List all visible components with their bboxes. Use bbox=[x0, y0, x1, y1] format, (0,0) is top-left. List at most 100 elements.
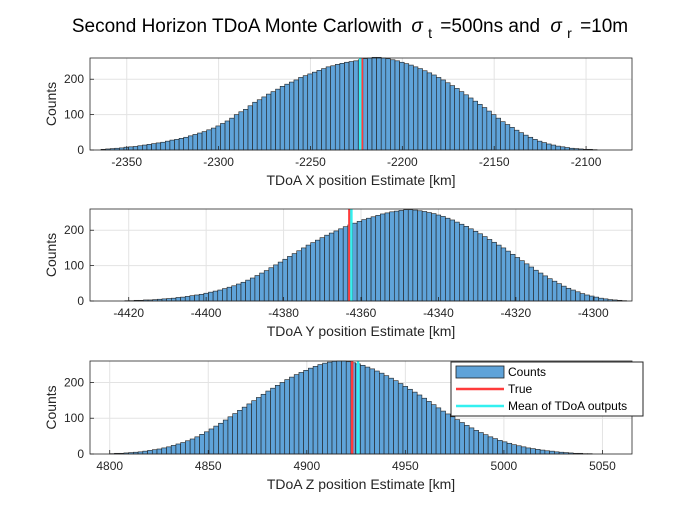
histogram-bar-y-44 bbox=[328, 232, 335, 302]
histogram-bar-z-70 bbox=[440, 410, 446, 455]
histogram-bar-x-23 bbox=[206, 129, 212, 151]
title-sigma-r: σ bbox=[550, 16, 563, 37]
y-tick-label-y-0: 0 bbox=[77, 294, 84, 308]
histogram-bar-x-66 bbox=[403, 63, 410, 151]
histogram-bar-z-17 bbox=[189, 438, 196, 455]
histogram-bar-y-65 bbox=[426, 212, 432, 302]
histogram-bar-y-62 bbox=[412, 209, 418, 302]
histogram-bar-z-67 bbox=[426, 401, 432, 455]
x-tick-label-y-1: -4400 bbox=[191, 306, 222, 320]
histogram-bar-y-32 bbox=[273, 264, 279, 302]
histogram-bar-z-42 bbox=[308, 367, 314, 455]
histogram-bar-z-35 bbox=[274, 385, 281, 455]
histogram-bar-y-10 bbox=[171, 297, 177, 302]
histogram-bar-x-68 bbox=[413, 66, 419, 151]
histogram-bar-x-31 bbox=[243, 109, 249, 151]
histogram-bar-y-75 bbox=[472, 230, 479, 302]
histogram-bar-x-36 bbox=[266, 93, 272, 151]
histogram-bar-x-14 bbox=[165, 140, 171, 151]
histogram-bar-x-71 bbox=[426, 72, 433, 151]
histogram-bar-z-19 bbox=[199, 434, 205, 455]
histogram-bar-x-43 bbox=[298, 77, 304, 151]
title-sigma-t-sub: t bbox=[428, 25, 432, 41]
histogram-bar-z-33 bbox=[265, 390, 271, 455]
histogram-bar-z-30 bbox=[251, 400, 257, 455]
histogram-bar-z-23 bbox=[218, 422, 224, 455]
x-tick-label-z-3: 4950 bbox=[392, 459, 419, 473]
histogram-bar-x-62 bbox=[385, 58, 391, 151]
x-tick-label-y-4: -4340 bbox=[423, 306, 454, 320]
histogram-bar-x-51 bbox=[334, 64, 341, 151]
histogram-bar-z-69 bbox=[435, 407, 442, 455]
histogram-bar-x-41 bbox=[289, 81, 295, 151]
histogram-bar-x-82 bbox=[477, 104, 483, 151]
histogram-bar-z-11 bbox=[161, 447, 167, 455]
x-axis-label-x: TDoA X position Estimate [km] bbox=[266, 172, 455, 188]
histogram-bar-z-48 bbox=[336, 360, 342, 455]
legend: Counts True Mean of TDoA outputs bbox=[450, 361, 644, 417]
histogram-bar-x-33 bbox=[252, 101, 258, 151]
histogram-bar-y-15 bbox=[194, 294, 200, 302]
histogram-bar-y-63 bbox=[417, 210, 423, 302]
histogram-bar-z-12 bbox=[166, 446, 172, 455]
legend-swatch-counts bbox=[455, 365, 505, 379]
histogram-bar-y-61 bbox=[407, 209, 414, 302]
histogram-bar-y-93 bbox=[556, 283, 562, 302]
histogram-bar-x-80 bbox=[468, 97, 474, 151]
histogram-bar-x-59 bbox=[371, 56, 377, 151]
histogram-bar-y-73 bbox=[463, 226, 469, 302]
y-tick-label-y-2: 200 bbox=[64, 223, 84, 237]
histogram-bar-z-58 bbox=[383, 375, 390, 455]
histogram-bar-z-8 bbox=[147, 450, 153, 455]
histogram-bar-x-88 bbox=[504, 124, 511, 151]
histogram-bar-x-89 bbox=[509, 127, 515, 151]
histogram-bar-x-5 bbox=[123, 146, 129, 151]
histogram-bar-x-58 bbox=[367, 57, 373, 151]
histogram-bar-x-18 bbox=[183, 136, 189, 151]
histogram-bar-y-20 bbox=[217, 289, 223, 302]
histogram-bar-z-21 bbox=[208, 428, 215, 455]
histogram-bar-z-13 bbox=[170, 445, 177, 455]
histogram-bar-z-31 bbox=[256, 397, 262, 455]
histogram-bar-y-60 bbox=[403, 209, 409, 302]
histogram-bar-y-11 bbox=[175, 297, 181, 302]
histogram-bar-x-67 bbox=[408, 64, 414, 151]
x-tick-label-y-0: -4420 bbox=[113, 306, 144, 320]
histogram-bar-x-74 bbox=[440, 79, 446, 151]
figure-title: Second Horizon TDoA Monte Carlowith σ t … bbox=[72, 16, 628, 43]
histogram-bar-y-45 bbox=[333, 230, 339, 302]
histogram-bar-z-54 bbox=[364, 366, 371, 455]
histogram-bar-z-39 bbox=[293, 374, 300, 455]
histogram-bar-x-99 bbox=[555, 145, 561, 151]
histogram-bar-x-84 bbox=[486, 110, 492, 151]
histogram-bar-y-94 bbox=[561, 285, 567, 302]
histogram-bar-x-44 bbox=[302, 75, 309, 151]
histogram-bar-x-16 bbox=[174, 139, 180, 151]
histogram-bar-y-83 bbox=[510, 253, 516, 302]
histogram-bar-y-82 bbox=[505, 250, 511, 302]
histogram-bar-x-79 bbox=[463, 94, 469, 151]
histogram-bar-z-25 bbox=[227, 416, 233, 455]
histogram-bar-x-81 bbox=[472, 100, 478, 151]
histogram-bar-z-15 bbox=[180, 442, 186, 455]
histogram-bar-x-83 bbox=[481, 107, 488, 151]
histogram-bar-x-63 bbox=[390, 59, 396, 151]
histogram-bar-z-84 bbox=[506, 442, 513, 455]
histogram-bar-z-28 bbox=[241, 406, 248, 455]
x-tick-label-x-5: -2100 bbox=[571, 155, 602, 169]
histogram-bar-x-96 bbox=[541, 142, 547, 151]
histogram-bar-z-78 bbox=[478, 432, 484, 455]
histogram-bar-x-32 bbox=[247, 105, 253, 151]
histogram-bar-x-57 bbox=[362, 58, 368, 151]
histogram-bar-x-28 bbox=[229, 117, 235, 151]
histogram-bar-y-16 bbox=[198, 293, 205, 302]
histogram-bar-y-18 bbox=[208, 291, 214, 302]
histogram-bar-x-73 bbox=[436, 77, 442, 151]
histogram-bar-z-18 bbox=[194, 436, 200, 455]
histogram-bar-z-22 bbox=[213, 425, 219, 455]
histogram-bar-z-88 bbox=[525, 447, 531, 455]
x-axis-label-z: TDoA Z position Estimate [km] bbox=[267, 476, 455, 492]
histogram-bar-x-48 bbox=[321, 68, 327, 151]
histogram-bar-z-56 bbox=[374, 370, 380, 455]
histogram-bar-x-11 bbox=[151, 143, 157, 151]
